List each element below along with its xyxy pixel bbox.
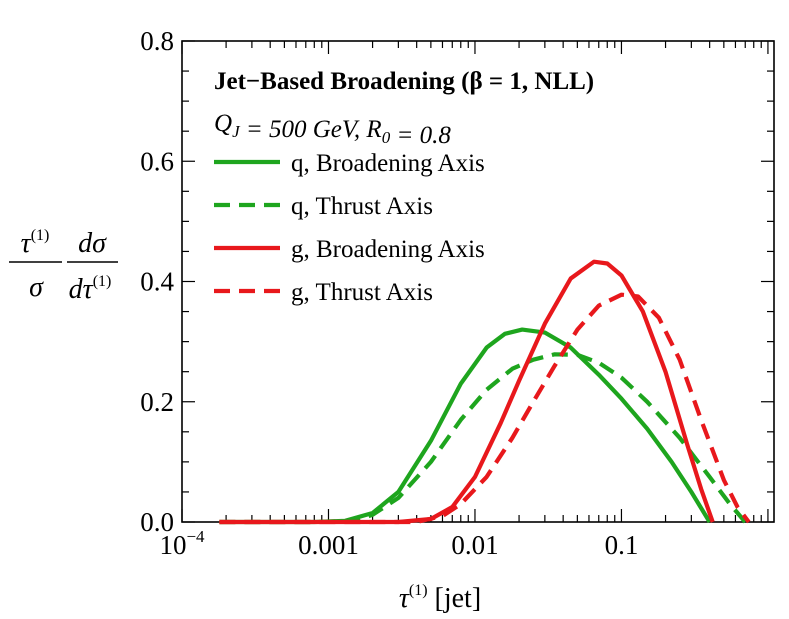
y-tick-label: 0.6 <box>140 146 174 176</box>
series-line-0 <box>219 327 712 525</box>
legend-label-0: q, Broadening Axis <box>291 150 485 177</box>
y-axis-title-dsigma: dσ <box>78 228 107 259</box>
series-line-3 <box>219 292 751 525</box>
x-tick-label: 10−4 <box>159 527 205 560</box>
y-axis-title: τ(1) σ dσ dτ(1) <box>9 227 118 305</box>
legend: Jet−Based Broadening (β = 1, NLL) QJ = 50… <box>214 68 594 306</box>
x-tick-label: 0.01 <box>451 530 498 560</box>
series-line-2 <box>219 259 715 525</box>
y-axis-title-tau: τ(1) <box>21 227 50 259</box>
y-axis-title-sigma: σ <box>29 272 44 303</box>
series-line-1 <box>219 352 747 525</box>
y-tick-label: 0.0 <box>140 507 174 537</box>
y-axis-title-dtau: dτ(1) <box>69 273 112 305</box>
chart-title: Jet−Based Broadening (β = 1, NLL) <box>214 68 594 95</box>
legend-label-2: g, Broadening Axis <box>291 236 485 263</box>
y-ticks: 0.0 0.2 0.4 0.6 0.8 <box>140 26 774 537</box>
legend-label-1: q, Thrust Axis <box>291 193 433 220</box>
plot-area: 10−4 0.001 0.01 0.1 0.0 0.2 0.4 0.6 0.8 <box>140 26 775 560</box>
x-tick-label: 0.1 <box>605 530 639 560</box>
y-tick-label: 0.4 <box>140 267 174 297</box>
legend-label-3: g, Thrust Axis <box>291 279 433 306</box>
y-tick-label: 0.2 <box>140 387 174 417</box>
chart-subtitle: QJ = 500 GeV, R0 = 0.8 <box>214 110 451 149</box>
x-axis-title: τ(1) [jet] <box>399 582 481 614</box>
x-tick-label: 0.001 <box>298 530 359 560</box>
y-tick-label: 0.8 <box>140 26 174 56</box>
plot-frame <box>181 40 775 523</box>
